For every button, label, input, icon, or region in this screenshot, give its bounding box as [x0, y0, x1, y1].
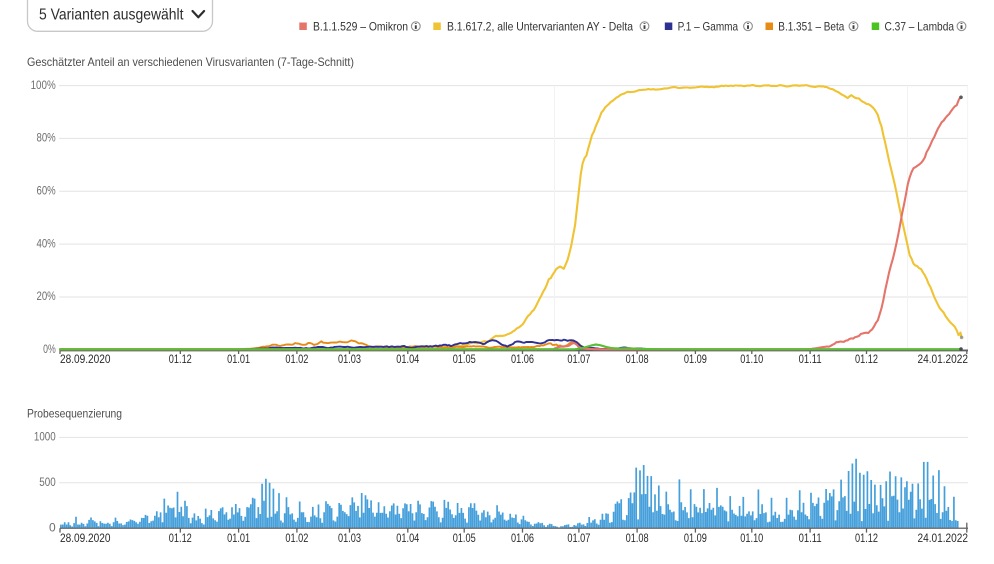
- svg-text:01.02: 01.02: [285, 531, 308, 545]
- svg-text:5 Varianten ausgewählt: 5 Varianten ausgewählt: [39, 7, 184, 24]
- svg-text:01.08: 01.08: [626, 352, 649, 366]
- svg-text:01.09: 01.09: [684, 352, 707, 366]
- svg-text:01.04: 01.04: [396, 352, 419, 366]
- svg-text:C.37 – Lambda: C.37 – Lambda: [885, 19, 955, 33]
- svg-text:01.05: 01.05: [453, 531, 476, 545]
- svg-text:01.11: 01.11: [799, 531, 822, 545]
- svg-text:B.1.1.529 – Omikron: B.1.1.529 – Omikron: [313, 19, 408, 33]
- svg-text:40%: 40%: [37, 236, 56, 250]
- svg-text:01.05: 01.05: [453, 352, 476, 366]
- svg-text:20%: 20%: [37, 289, 56, 303]
- svg-text:01.03: 01.03: [338, 352, 361, 366]
- svg-text:500: 500: [39, 475, 56, 489]
- svg-text:01.12: 01.12: [855, 352, 878, 366]
- svg-text:24.01.2022: 24.01.2022: [918, 531, 969, 545]
- svg-text:01.07: 01.07: [567, 352, 590, 366]
- svg-text:01.07: 01.07: [567, 531, 590, 545]
- svg-text:1000: 1000: [34, 430, 56, 444]
- svg-text:01.06: 01.06: [511, 531, 534, 545]
- svg-text:01.12: 01.12: [169, 352, 192, 366]
- svg-text:01.10: 01.10: [740, 531, 763, 545]
- svg-text:01.12: 01.12: [855, 531, 878, 545]
- svg-text:28.09.2020: 28.09.2020: [60, 352, 111, 366]
- svg-text:01.08: 01.08: [626, 531, 649, 545]
- svg-text:B.1.351 – Beta: B.1.351 – Beta: [778, 19, 844, 33]
- svg-text:01.01: 01.01: [227, 352, 250, 366]
- svg-text:01.11: 01.11: [799, 352, 822, 366]
- svg-text:01.12: 01.12: [169, 531, 192, 545]
- svg-text:80%: 80%: [37, 131, 56, 145]
- svg-text:01.03: 01.03: [338, 531, 361, 545]
- svg-text:100%: 100%: [31, 78, 56, 92]
- svg-text:01.04: 01.04: [396, 531, 419, 545]
- svg-text:24.01.2022: 24.01.2022: [918, 352, 969, 366]
- svg-text:Probesequenzierung: Probesequenzierung: [27, 407, 122, 421]
- svg-text:01.06: 01.06: [511, 352, 534, 366]
- svg-text:0%: 0%: [43, 342, 56, 356]
- svg-text:01.01: 01.01: [227, 531, 250, 545]
- svg-text:Geschätzter Anteil an verschie: Geschätzter Anteil an verschiedenen Viru…: [27, 55, 354, 69]
- svg-text:01.02: 01.02: [285, 352, 308, 366]
- svg-text:B.1.617.2, alle Untervarianten: B.1.617.2, alle Untervarianten AY - Delt…: [447, 19, 633, 33]
- svg-text:28.09.2020: 28.09.2020: [60, 531, 111, 545]
- svg-text:P.1 – Gamma: P.1 – Gamma: [678, 19, 739, 33]
- svg-text:01.10: 01.10: [740, 352, 763, 366]
- svg-text:0: 0: [49, 520, 56, 534]
- svg-text:01.09: 01.09: [684, 531, 707, 545]
- svg-text:60%: 60%: [37, 184, 56, 198]
